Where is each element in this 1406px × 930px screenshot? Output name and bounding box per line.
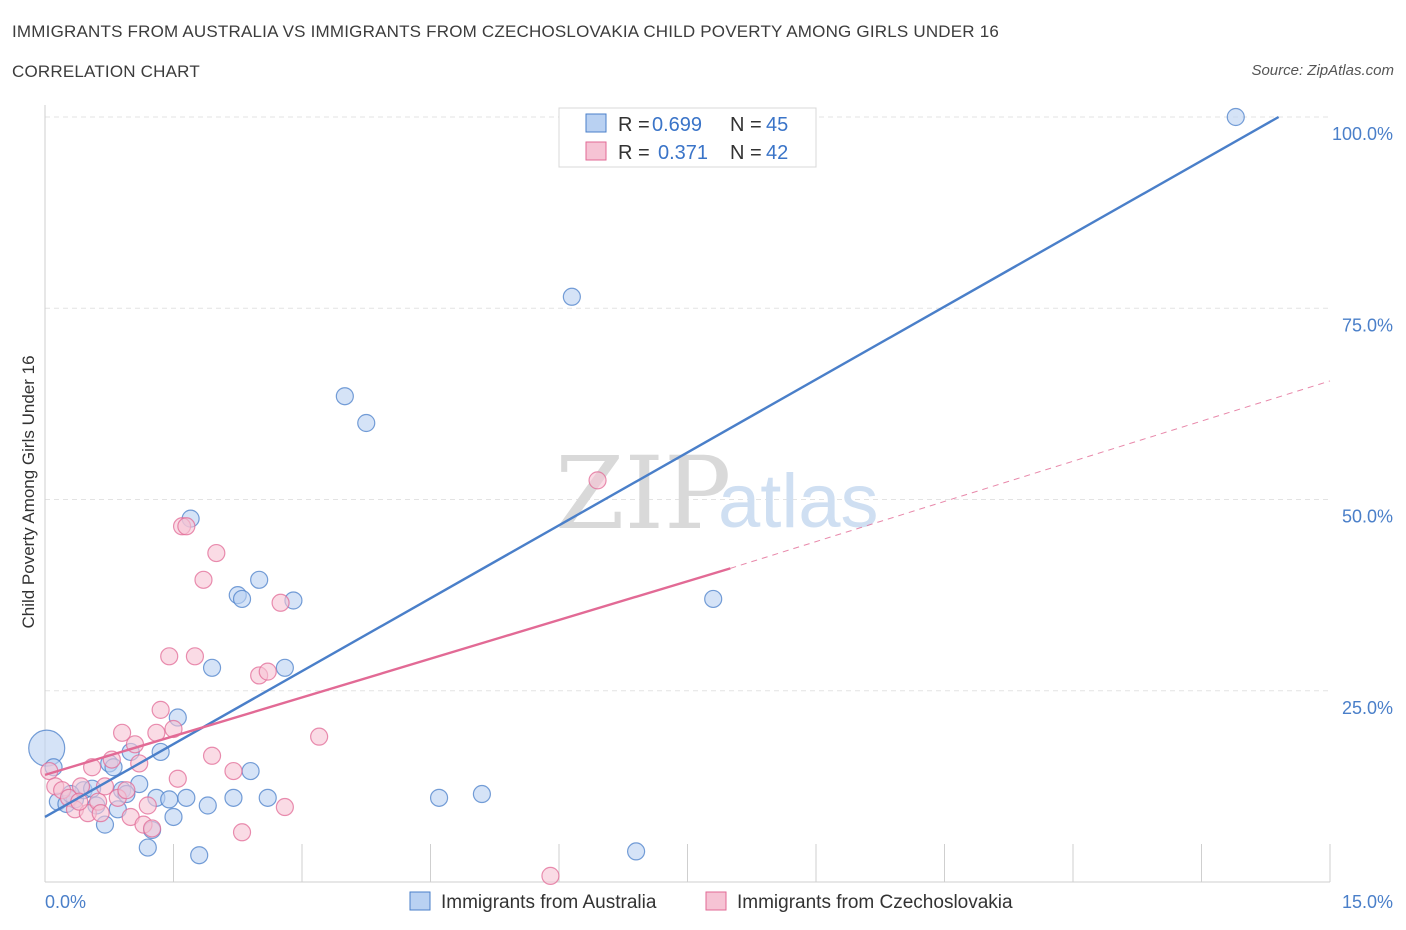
czech-point-29 (202, 746, 222, 765)
czech-point-19 (142, 819, 162, 838)
series-czech-points (40, 471, 607, 885)
watermark: ZIP atlas (555, 435, 879, 552)
bottom-legend-label-czech: Immigrants from Czechoslovakia (737, 892, 1013, 913)
czech-point-27 (185, 647, 205, 666)
legend-r-value-australia: 0.699 (652, 114, 702, 136)
top-legend: R = 0.699 N = 45 R = 0.371 N = 42 (558, 107, 817, 168)
czech-point-38 (541, 866, 560, 885)
czech-point-35 (271, 593, 290, 612)
australia-point-29 (258, 788, 277, 807)
trend-line-czech (44, 567, 731, 777)
y-tick-label-75: 75.0% (1342, 315, 1393, 335)
x-tick-label-max: 15.0% (1342, 892, 1393, 912)
watermark-zip: ZIP (555, 435, 731, 552)
australia-point-28 (250, 570, 269, 589)
y-tick-label-100: 100.0% (1332, 124, 1393, 144)
czech-point-21 (151, 700, 170, 719)
australia-point-21 (190, 846, 209, 865)
czech-point-28 (194, 570, 213, 589)
legend-n-value-czech: 42 (766, 142, 788, 164)
czech-point-37 (310, 727, 329, 746)
bottom-legend-swatch-australia (409, 891, 431, 911)
legend-swatch-australia (585, 113, 607, 133)
legend-r-label-australia: R = (618, 114, 650, 136)
y-axis-label: Child Poverty Among Girls Under 16 (19, 355, 38, 628)
australia-point-44 (160, 790, 179, 809)
czech-point-24 (168, 769, 187, 788)
legend-swatch-czech (585, 141, 607, 161)
australia-point-23 (202, 658, 222, 677)
czech-point-30 (207, 543, 226, 563)
y-tick-label-50: 50.0% (1342, 507, 1393, 527)
trend-line-australia (44, 115, 1280, 819)
czech-point-12 (112, 723, 132, 742)
trend-lines (44, 115, 1331, 819)
source-credit: Source: ZipAtlas.com (1251, 62, 1394, 79)
australia-point-33 (357, 413, 376, 433)
czech-point-31 (224, 761, 243, 781)
czech-point-36 (275, 797, 294, 817)
bottom-legend-label-australia: Immigrants from Australia (441, 892, 657, 913)
czech-point-23 (164, 719, 183, 739)
legend-r-label-czech: R = (618, 142, 650, 164)
bottom-legend-swatch-czech (705, 891, 727, 911)
czech-point-41 (91, 804, 110, 823)
australia-point-24 (224, 788, 243, 807)
czech-point-39 (588, 471, 607, 490)
legend-r-value-czech: 0.371 (658, 142, 708, 164)
czech-point-22 (160, 647, 179, 666)
y-tick-labels: 25.0% 50.0% 75.0% 100.0% (1332, 124, 1393, 718)
australia-point-36 (562, 287, 581, 306)
australia-point-30 (275, 658, 294, 677)
australia-point-38 (704, 589, 723, 609)
chart-title: IMMIGRANTS FROM AUSTRALIA VS IMMIGRANTS … (12, 22, 1000, 41)
czech-point-32 (232, 823, 252, 842)
australia-point-34 (429, 788, 449, 807)
watermark-atlas: atlas (718, 459, 879, 544)
chart-subtitle: CORRELATION CHART (12, 62, 200, 81)
legend-n-label-australia: N = (730, 114, 762, 136)
czech-point-13 (117, 781, 136, 800)
czech-point-34 (258, 662, 277, 681)
australia-point-37 (626, 842, 646, 861)
x-tick-label-min: 0.0% (45, 892, 86, 912)
czech-point-26 (177, 517, 196, 536)
australia-point-26 (232, 589, 252, 609)
legend-n-label-czech: N = (730, 142, 762, 164)
y-tick-label-25: 25.0% (1342, 698, 1393, 718)
australia-point-19 (177, 788, 196, 807)
australia-point-22 (198, 796, 217, 815)
x-tick-labels: 0.0% 15.0% (45, 892, 1393, 912)
australia-point-17 (164, 807, 183, 827)
australia-point-27 (241, 761, 260, 781)
australia-point-13 (138, 838, 157, 857)
australia-point-32 (335, 387, 354, 406)
bottom-legend: Immigrants from Australia Immigrants fro… (409, 891, 1013, 913)
australia-point-39 (1226, 107, 1245, 127)
czech-point-9 (95, 777, 115, 796)
legend-n-value-australia: 45 (766, 114, 788, 136)
australia-point-35 (472, 784, 491, 804)
czech-point-18 (138, 796, 157, 815)
trend-line-czech-extension (730, 380, 1331, 569)
